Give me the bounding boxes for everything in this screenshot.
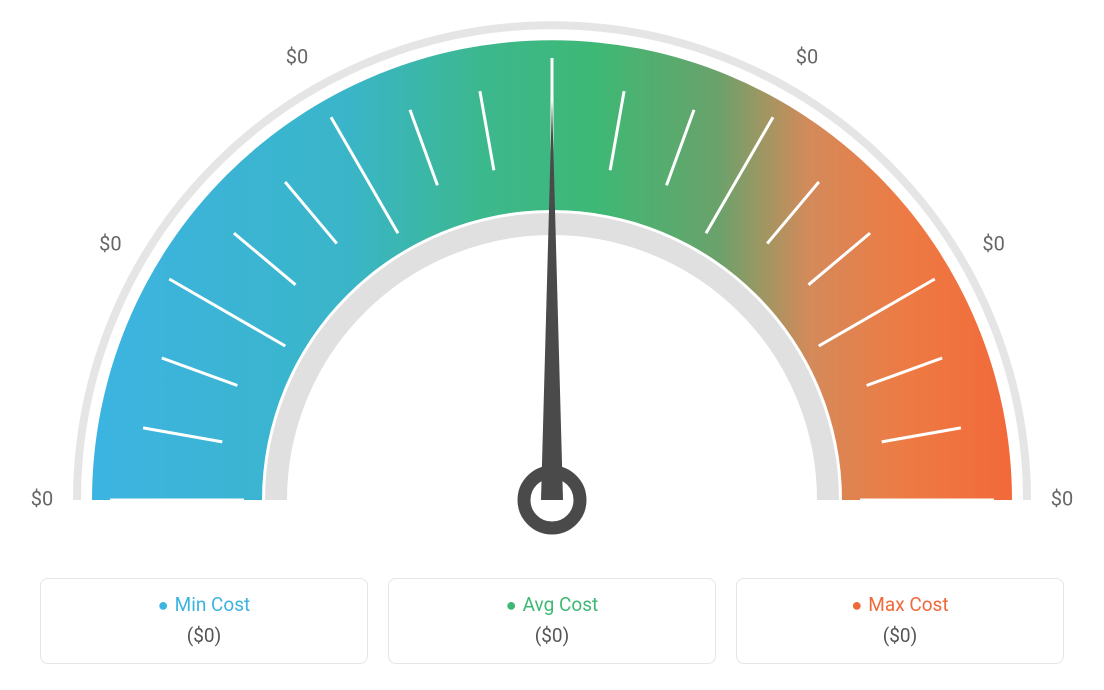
legend-title: ● Min Cost — [51, 593, 357, 616]
gauge-tick-label: $0 — [1051, 486, 1073, 510]
gauge-tick-label: $0 — [286, 45, 308, 69]
legend-title-text: Avg Cost — [523, 593, 599, 616]
legend-dot-icon: ● — [506, 595, 517, 616]
legend-value: ($0) — [399, 624, 705, 647]
gauge-area: $0$0$0$0$0$0$0 — [0, 0, 1104, 560]
legend-dot-icon: ● — [158, 595, 169, 616]
legend-row: ● Min Cost ($0) ● Avg Cost ($0) ● Max Cost ($0) — [40, 578, 1064, 664]
legend-card: ● Max Cost ($0) — [736, 578, 1064, 664]
legend-card: ● Min Cost ($0) — [40, 578, 368, 664]
gauge-tick-label: $0 — [99, 231, 121, 255]
legend-title-text: Min Cost — [175, 593, 251, 616]
legend-title: ● Max Cost — [747, 593, 1053, 616]
legend-title-text: Max Cost — [868, 593, 948, 616]
legend-value: ($0) — [51, 624, 357, 647]
gauge-svg: $0$0$0$0$0$0$0 — [0, 0, 1104, 560]
chart-container: $0$0$0$0$0$0$0 ●Min Cost($0)●Avg Cost($0… — [0, 0, 1104, 690]
gauge-tick-label: $0 — [796, 45, 818, 69]
legend-title: ● Avg Cost — [399, 593, 705, 616]
legend-card: ● Avg Cost ($0) — [388, 578, 716, 664]
legend-value: ($0) — [747, 624, 1053, 647]
gauge-tick-label: $0 — [31, 486, 53, 510]
gauge-tick-label: $0 — [982, 231, 1004, 255]
legend-dot-icon: ● — [851, 595, 862, 616]
